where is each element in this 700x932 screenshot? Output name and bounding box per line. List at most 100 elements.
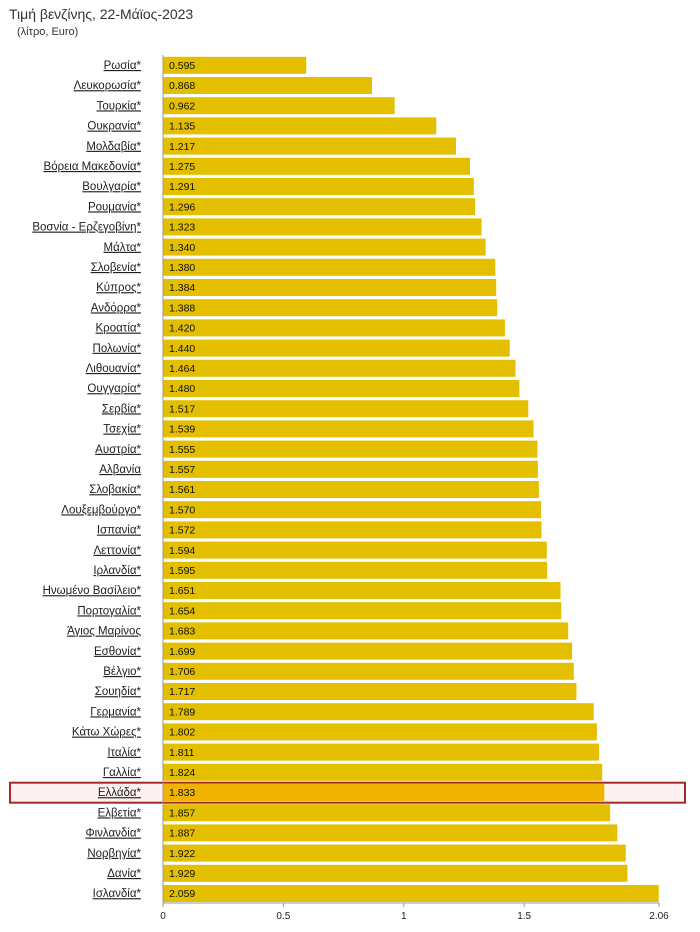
category-label[interactable]: Κάτω Χώρες* xyxy=(72,727,142,739)
category-label[interactable]: Λευκορωσία* xyxy=(74,80,142,92)
bar xyxy=(163,218,482,236)
category-label[interactable]: Μολδαβία* xyxy=(86,141,141,153)
category-label[interactable]: Ελλάδα* xyxy=(98,787,142,799)
bar xyxy=(163,299,498,317)
value-label: 1.275 xyxy=(169,161,195,173)
bar xyxy=(163,420,534,438)
value-label: 1.539 xyxy=(169,424,195,436)
category-label[interactable]: Ηνωμένο Βασίλειο* xyxy=(43,585,142,597)
category-label[interactable]: Βόρεια Μακεδονία* xyxy=(44,161,142,173)
category-label[interactable]: Βοσνία - Ερζεγοβίνη* xyxy=(32,222,141,234)
bar xyxy=(163,157,470,175)
bar xyxy=(163,885,659,902)
value-label: 1.135 xyxy=(169,121,195,133)
bar xyxy=(163,864,628,882)
category-label[interactable]: Σερβία* xyxy=(102,403,142,415)
value-label: 1.388 xyxy=(169,302,195,314)
value-label: 1.922 xyxy=(169,848,195,860)
category-label[interactable]: Ιρλανδία* xyxy=(93,565,141,577)
category-label[interactable]: Γαλλία* xyxy=(103,767,142,779)
category-label[interactable]: Ελβετία* xyxy=(98,807,142,819)
category-label[interactable]: Φινλανδία* xyxy=(85,828,141,840)
category-label[interactable]: Ανδόρρα* xyxy=(91,302,142,314)
category-label[interactable]: Ρουμανία* xyxy=(88,201,142,213)
value-label: 1.217 xyxy=(169,141,195,153)
value-label: 0.868 xyxy=(169,80,195,92)
category-label[interactable]: Τσεχία* xyxy=(103,424,141,436)
category-label[interactable]: Σλοβακία* xyxy=(89,484,141,496)
bar xyxy=(163,501,542,519)
value-label: 1.517 xyxy=(169,403,195,415)
category-label[interactable]: Μάλτα* xyxy=(104,242,142,254)
value-label: 2.059 xyxy=(169,888,195,900)
bar xyxy=(163,622,569,640)
value-label: 1.464 xyxy=(169,363,195,375)
bar xyxy=(163,56,307,74)
category-label[interactable]: Πολωνία* xyxy=(93,343,142,355)
value-label: 1.480 xyxy=(169,383,195,395)
bar xyxy=(163,561,548,579)
bar xyxy=(163,238,486,256)
category-label[interactable]: Ισπανία* xyxy=(97,525,142,537)
value-label: 1.561 xyxy=(169,484,195,496)
category-label[interactable]: Γερμανία* xyxy=(90,706,141,718)
value-label: 1.296 xyxy=(169,201,195,213)
bar xyxy=(163,784,605,801)
bar xyxy=(163,743,600,761)
bar xyxy=(163,723,597,741)
category-label[interactable]: Λουξεμβούργο* xyxy=(61,504,141,516)
category-label[interactable]: Νορβηγία* xyxy=(87,848,141,860)
category-label[interactable]: Λεττονία* xyxy=(93,545,141,557)
bar xyxy=(163,460,538,478)
value-label: 1.384 xyxy=(169,282,195,294)
category-label[interactable]: Άγιος Μαρίνος xyxy=(67,626,141,638)
category-label[interactable]: Σλοβενία* xyxy=(91,262,142,274)
category-label[interactable]: Τουρκία* xyxy=(97,100,142,112)
x-tick-label: 1 xyxy=(401,911,407,922)
category-label[interactable]: Δανία* xyxy=(107,868,141,880)
category-label[interactable]: Ρωσία* xyxy=(104,60,142,72)
bar xyxy=(163,400,529,418)
category-label[interactable]: Λιθουανία* xyxy=(86,363,142,375)
category-label[interactable]: Ουκρανία* xyxy=(87,121,141,133)
value-label: 1.380 xyxy=(169,262,195,274)
value-label: 1.440 xyxy=(169,343,195,355)
bar xyxy=(163,683,577,700)
value-label: 1.420 xyxy=(169,323,195,335)
category-label[interactable]: Βέλγιο* xyxy=(103,666,141,678)
value-label: 1.340 xyxy=(169,242,195,254)
bar xyxy=(163,763,603,781)
value-label: 1.929 xyxy=(169,868,195,880)
bar xyxy=(163,541,547,559)
value-label: 1.595 xyxy=(169,565,195,577)
x-tick-label: 2.06 xyxy=(649,911,669,922)
category-label[interactable]: Ουγγαρία* xyxy=(87,383,141,395)
category-label[interactable]: Αλβανία xyxy=(99,464,141,476)
category-label[interactable]: Εσθονία* xyxy=(94,646,142,658)
category-label[interactable]: Κροατία* xyxy=(96,323,142,335)
bar xyxy=(163,198,476,216)
chart-title: Τιμή βενζίνης, 22-Μάϊος-2023 xyxy=(9,6,194,22)
value-label: 1.706 xyxy=(169,666,195,678)
value-label: 1.654 xyxy=(169,605,195,617)
bar xyxy=(163,380,520,397)
x-tick-label: 1.5 xyxy=(517,911,531,922)
bar xyxy=(163,117,437,135)
category-label[interactable]: Σουηδία* xyxy=(95,686,142,698)
bar xyxy=(163,178,474,195)
value-label: 1.291 xyxy=(169,181,195,193)
category-label[interactable]: Βουλγαρία* xyxy=(82,181,141,193)
bar xyxy=(163,521,542,539)
x-tick-label: 0 xyxy=(160,911,166,922)
value-label: 1.555 xyxy=(169,444,195,456)
bar xyxy=(163,359,516,377)
value-label: 1.802 xyxy=(169,727,195,739)
category-label[interactable]: Ισλανδία* xyxy=(93,888,142,900)
category-label[interactable]: Ιταλία* xyxy=(107,747,141,759)
category-label[interactable]: Κύπρος* xyxy=(96,282,141,294)
bar xyxy=(163,339,510,357)
category-label[interactable]: Αυστρία* xyxy=(95,444,141,456)
category-label[interactable]: Πορτογαλία* xyxy=(77,605,141,617)
bar xyxy=(163,137,457,155)
